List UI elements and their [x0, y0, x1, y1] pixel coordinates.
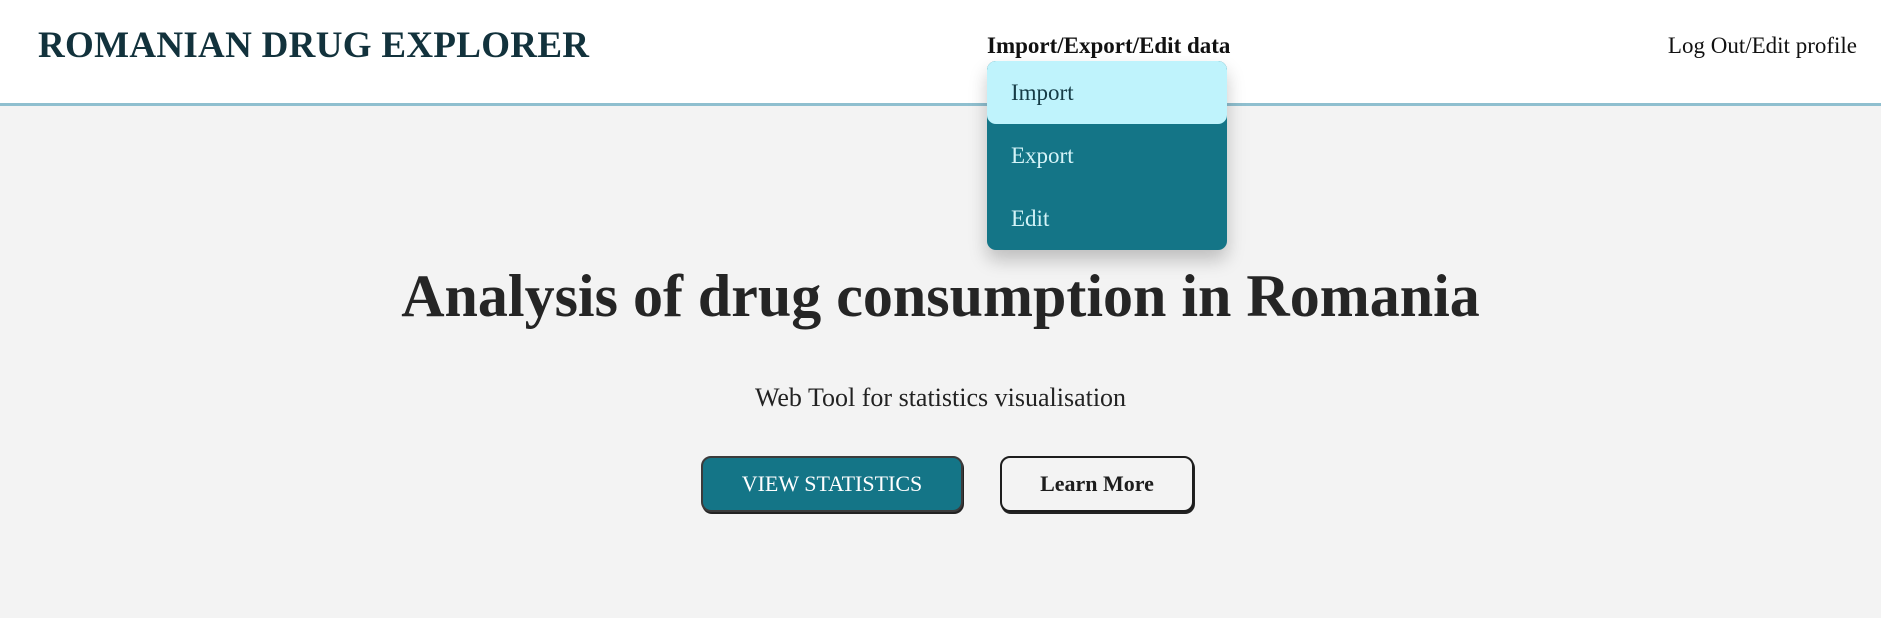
data-dropdown-menu: Import Export Edit — [987, 61, 1227, 250]
hero-subtitle: Web Tool for statistics visualisation — [754, 383, 1127, 412]
hero-title: Analysis of drug consumption in Romania — [401, 263, 1480, 329]
dropdown-item-edit[interactable]: Edit — [1011, 205, 1050, 231]
site-brand[interactable]: ROMANIAN DRUG EXPLORER — [38, 25, 590, 66]
learn-more-button[interactable]: Learn More — [1000, 456, 1194, 512]
dropdown-item-import[interactable]: Import — [987, 61, 1227, 124]
view-statistics-button[interactable]: VIEW STATISTICS — [701, 456, 963, 512]
data-menu-trigger[interactable]: Import/Export/Edit data — [987, 33, 1231, 58]
account-link[interactable]: Log Out/Edit profile — [1667, 33, 1857, 58]
dropdown-item-export[interactable]: Export — [1011, 142, 1074, 168]
top-navigation-bar: ROMANIAN DRUG EXPLORER Import/Export/Edi… — [0, 0, 1881, 106]
